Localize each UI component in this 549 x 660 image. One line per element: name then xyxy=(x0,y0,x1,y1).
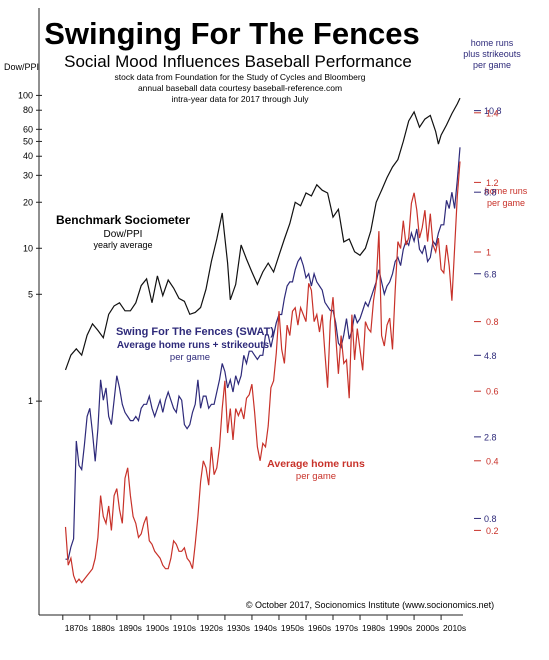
x-axis-tick-label: 1990s xyxy=(389,623,412,633)
stock-annotation-line-2: yearly average xyxy=(93,240,152,250)
hr-annotation-title: Average home runs xyxy=(267,458,365,470)
x-axis-tick-label: 1950s xyxy=(281,623,304,633)
swat-axis-ticks: 10.88.86.84.82.80.8 xyxy=(474,106,502,524)
x-axis-tick-label: 1890s xyxy=(119,623,142,633)
swat-annotation-title: Swing For The Fences (SWAT) xyxy=(116,326,274,338)
swat-axis-title-3: per game xyxy=(473,60,511,70)
swat-axis-tick-label: 2.8 xyxy=(484,432,497,442)
swat-series-line xyxy=(65,147,461,560)
x-axis-ticks: 1870s 1880s 1890s 1900s 1910s 1920s 1930s 1940s… xyxy=(62,615,466,633)
left-axis-tick-label: 100 xyxy=(18,90,33,100)
swat-axis-tick-label: 10.8 xyxy=(484,106,502,116)
x-axis-tick-label: 1900s xyxy=(146,623,169,633)
swat-axis-title-1: home runs xyxy=(471,38,514,48)
hr-axis-ticks: 1.41.210.80.60.40.2 xyxy=(474,108,499,536)
swat-axis-tick-label: 6.8 xyxy=(484,269,497,279)
hr-axis-tick-label: 0.6 xyxy=(486,387,499,397)
x-axis-tick-label: 1880s xyxy=(92,623,115,633)
hr-axis-title-2: per game xyxy=(487,198,525,208)
left-axis-ticks: 100 80 60 50 40 30 20 10 5 1 xyxy=(18,90,42,406)
left-axis-tick-label: 80 xyxy=(23,105,33,115)
left-axis-tick-label: 5 xyxy=(28,289,33,299)
left-axis-tick-label: 40 xyxy=(23,151,33,161)
swat-annotation-line-1: Average home runs + strikeouts xyxy=(117,340,270,351)
left-axis-tick-label: 60 xyxy=(23,124,33,134)
hr-axis-tick-label: 0.8 xyxy=(486,317,499,327)
stock-annotation-title: Benchmark Sociometer xyxy=(56,213,190,227)
x-axis-tick-label: 1960s xyxy=(308,623,331,633)
x-axis-tick-label: 1920s xyxy=(200,623,223,633)
x-axis-tick-label: 1980s xyxy=(362,623,385,633)
source-note-1: stock data from Foundation for the Study… xyxy=(115,72,366,82)
x-axis-tick-label: 1930s xyxy=(227,623,250,633)
chart-title: Swinging For The Fences xyxy=(44,16,419,51)
left-axis-tick-label: 1 xyxy=(28,396,33,406)
hr-series-line xyxy=(64,161,461,584)
hr-axis-tick-label: 1.2 xyxy=(486,178,499,188)
swat-axis-tick-label: 4.8 xyxy=(484,351,497,361)
chart-subtitle: Social Mood Influences Baseball Performa… xyxy=(64,52,412,71)
source-note-2: annual baseball data courtesy baseball-r… xyxy=(138,83,342,93)
x-axis-tick-label: 1910s xyxy=(173,623,196,633)
x-axis-tick-label: 2010s xyxy=(443,623,466,633)
swat-axis-tick-label: 0.8 xyxy=(484,514,497,524)
stock-annotation-line-1: Dow/PPI xyxy=(104,229,143,240)
hr-axis-tick-label: 0.4 xyxy=(486,456,499,466)
hr-axis-tick-label: 1 xyxy=(486,248,491,258)
copyright-note: © October 2017, Socionomics Institute (w… xyxy=(246,600,494,610)
hr-axis-title-1: home runs xyxy=(485,186,528,196)
swat-annotation-line-2: per game xyxy=(170,352,210,363)
x-axis-tick-label: 2000s xyxy=(416,623,439,633)
x-axis-tick-label: 1970s xyxy=(335,623,358,633)
swat-axis-tick-label: 8.8 xyxy=(484,188,497,198)
left-axis-tick-label: 30 xyxy=(23,170,33,180)
hr-axis-tick-label: 1.4 xyxy=(486,108,499,118)
x-axis-tick-label: 1870s xyxy=(65,623,88,633)
left-axis-tick-label: 10 xyxy=(23,243,33,253)
source-note-3: intra-year data for 2017 through July xyxy=(171,94,309,104)
hr-axis-tick-label: 0.2 xyxy=(486,526,499,536)
left-axis-tick-label: 20 xyxy=(23,197,33,207)
swat-axis-title-2: plus strikeouts xyxy=(463,49,521,59)
left-axis-tick-label: 50 xyxy=(23,136,33,146)
left-axis-title: Dow/PPI xyxy=(4,62,39,72)
stock-series-line xyxy=(64,97,461,371)
x-axis-tick-label: 1940s xyxy=(254,623,277,633)
hr-annotation-line-1: per game xyxy=(296,471,336,482)
